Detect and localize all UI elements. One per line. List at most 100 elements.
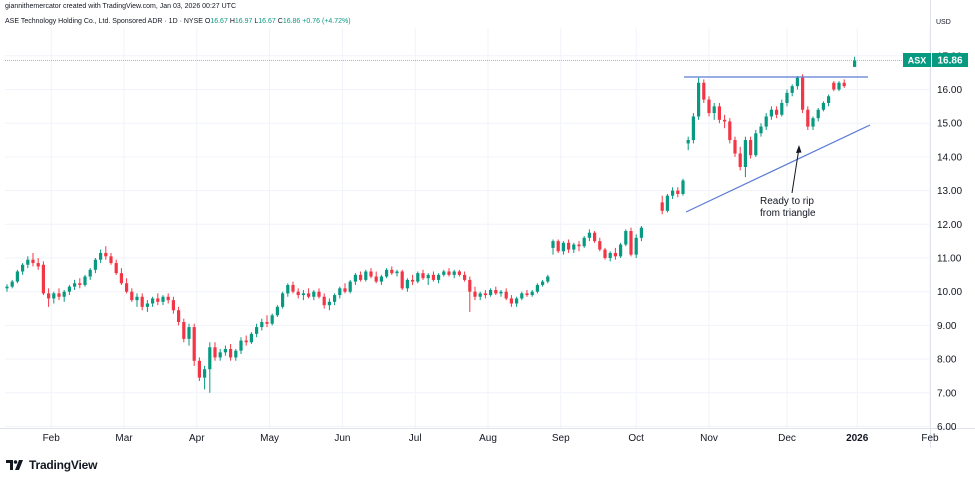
candle-body	[577, 244, 581, 247]
candle-body	[624, 231, 628, 245]
candle-body	[723, 119, 727, 122]
candle-body	[374, 276, 378, 282]
candle-body	[104, 252, 108, 257]
candle-body	[795, 77, 799, 87]
candle-body	[31, 259, 35, 264]
candle-body	[431, 274, 435, 280]
y-tick-label: 9.00	[937, 321, 957, 332]
candle-body	[785, 92, 789, 103]
candle-body	[400, 271, 404, 289]
candle-body	[88, 269, 92, 277]
x-tick-label: Feb	[921, 433, 939, 444]
ohlc-high: 16.97	[234, 18, 253, 25]
y-tick-label: 16.00	[937, 85, 962, 96]
candle-body	[743, 140, 747, 168]
candle-body	[135, 296, 139, 301]
candle-body	[166, 296, 170, 301]
candle-body	[5, 286, 9, 289]
candle-body	[203, 369, 207, 378]
candle-body	[749, 140, 753, 156]
candle-body	[260, 322, 264, 328]
candle-body	[156, 298, 160, 302]
candle-body	[270, 315, 274, 324]
candle-body	[587, 232, 591, 238]
candle-body	[567, 242, 571, 250]
x-axis: Feb Mar Apr May Jun Jul Aug Sep Oct Nov Dec 2026 Feb	[43, 433, 939, 444]
candle-body	[343, 288, 347, 292]
candle-body	[338, 288, 342, 296]
candle-body	[837, 82, 841, 90]
x-tick-label: Nov	[700, 433, 718, 444]
candle-body	[78, 283, 82, 285]
candle-body	[145, 303, 149, 307]
tradingview-brand-name: TradingView	[29, 458, 98, 472]
candle-body	[821, 102, 825, 110]
candle-body	[140, 296, 144, 307]
tradingview-brand[interactable]: TradingView	[6, 458, 97, 472]
candle-body	[582, 237, 586, 247]
y-tick-label: 8.00	[937, 355, 957, 366]
candle-body	[639, 227, 643, 238]
candle-body	[556, 241, 560, 252]
candle-body	[348, 281, 352, 292]
candle-body	[265, 322, 269, 324]
candle-body	[702, 82, 706, 100]
candle-body	[811, 118, 815, 127]
candle-body	[47, 293, 51, 299]
candle-body	[494, 290, 498, 294]
candle-body	[733, 140, 737, 154]
candle-body	[197, 360, 201, 378]
candle-body	[473, 291, 477, 297]
candle-body	[67, 286, 71, 292]
candle-body	[483, 293, 487, 296]
annotation-arrow-head	[796, 145, 802, 153]
candle-body	[660, 202, 664, 211]
ohlc-high-label: H	[229, 18, 235, 25]
candle-body	[36, 263, 40, 267]
candle-body	[738, 153, 742, 168]
candle-body	[93, 259, 97, 270]
candle-body	[125, 283, 129, 292]
last-price-value: 16.86	[937, 56, 962, 67]
x-tick-label: 2026	[846, 433, 869, 444]
candle-body	[520, 293, 524, 299]
candle-body	[561, 242, 565, 252]
candle-body	[229, 348, 233, 358]
candle-body	[255, 327, 259, 334]
candle-body	[369, 271, 373, 277]
candle-body	[790, 86, 794, 93]
candle-body	[187, 327, 191, 339]
candle-body	[244, 340, 248, 343]
ohlc-close-label: C	[277, 18, 283, 25]
candle-body	[541, 281, 545, 285]
candle-body	[151, 298, 155, 304]
y-tick-label: 6.00	[937, 422, 957, 433]
candle-body	[52, 293, 56, 299]
candle-body	[546, 276, 550, 282]
candle-body	[411, 279, 415, 282]
candle-body	[182, 322, 186, 339]
ohlc-low-label: L	[254, 18, 259, 25]
candle-body	[515, 298, 519, 304]
candle-body	[697, 82, 701, 117]
ohlc-close: 16.86	[282, 18, 301, 25]
candle-body	[769, 109, 773, 117]
candle-body	[359, 274, 363, 280]
candle-body	[41, 264, 45, 294]
y-tick-label: 7.00	[937, 388, 957, 399]
candle-body	[57, 293, 61, 297]
candle-body	[109, 256, 113, 264]
candle-body	[717, 106, 721, 120]
symbol-ohlc-line: ASE Technology Holding Co., Ltd. Sponsor…	[5, 18, 351, 25]
x-tick-label: Aug	[479, 433, 497, 444]
candle-body	[307, 293, 311, 297]
annotation-text: Ready to rip from triangle	[760, 196, 816, 219]
candle-body	[119, 273, 123, 284]
x-tick-label: Mar	[115, 433, 133, 444]
annotation-line-1: Ready to rip	[760, 196, 814, 207]
candle-body	[681, 180, 685, 194]
candle-body	[468, 279, 472, 292]
candle-body	[593, 232, 597, 242]
candle-body	[353, 274, 357, 282]
